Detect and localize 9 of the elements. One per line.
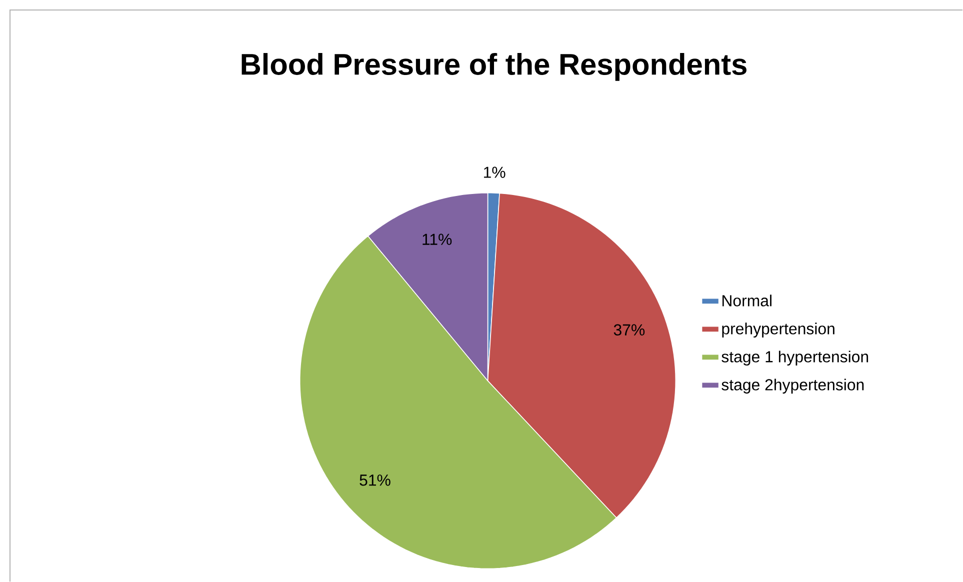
legend-label: prehypertension — [722, 322, 834, 338]
legend-label: stage 1 hypertension — [722, 350, 868, 366]
data-label: 11% — [422, 234, 452, 245]
data-label: 51% — [360, 474, 390, 486]
chart-title: Blood Pressure of the Respondents — [242, 52, 746, 81]
data-label: 37% — [614, 324, 645, 336]
legend-label: stage 2hypertension — [722, 378, 864, 394]
data-label: 1% — [484, 166, 506, 178]
legend-label: Normal — [722, 294, 772, 306]
